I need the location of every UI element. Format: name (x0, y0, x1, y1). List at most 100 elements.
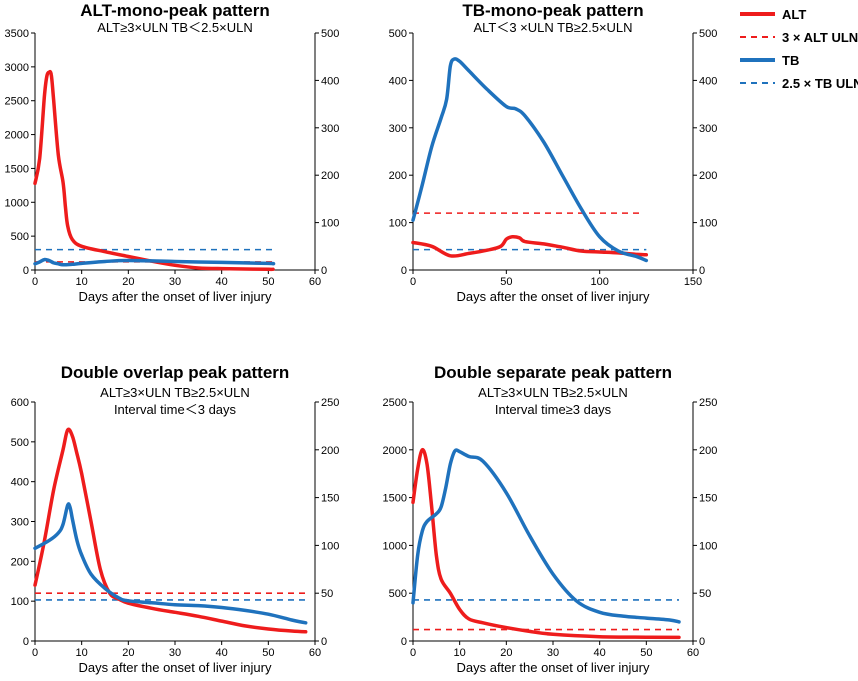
y-right-tick-label: 0 (321, 265, 327, 277)
y-left-tick-label: 1500 (383, 493, 407, 505)
x-tick-label: 50 (500, 276, 512, 288)
legend-item-tb: TB (740, 53, 799, 68)
panel-subtitle: ALT≥3×ULN TB≥2.5×ULN (100, 385, 250, 400)
legend-label-alt-uln: 3 × ALT ULN (782, 30, 858, 45)
x-axis-label: Days after the onset of liver injury (79, 660, 272, 675)
x-tick-label: 50 (262, 276, 274, 288)
y-right-tick-label: 500 (699, 28, 717, 40)
y-left-tick-label: 400 (11, 477, 29, 489)
y-left-tick-label: 2000 (383, 445, 407, 457)
legend-label-tb: TB (782, 53, 799, 68)
y-right-tick-label: 250 (699, 397, 717, 409)
panel-double-separate-peak: Double separate peak pattern ALT≥3×ULN T… (383, 363, 718, 675)
y-right-tick-label: 100 (321, 218, 339, 230)
y-left-tick-label: 1000 (383, 540, 407, 552)
y-left-tick-label: 100 (389, 218, 407, 230)
y-left-tick-label: 2500 (383, 397, 407, 409)
x-tick-label: 150 (684, 276, 702, 288)
series-alt-line (411, 235, 649, 258)
y-right-tick-label: 300 (321, 123, 339, 135)
y-right-tick-label: 50 (321, 588, 333, 600)
y-left-tick-label: 2000 (5, 130, 29, 142)
panel-subtitle: ALT≥3×ULN TB＜2.5×ULN (97, 20, 253, 35)
x-tick-label: 30 (169, 647, 181, 659)
y-right-tick-label: 0 (699, 265, 705, 277)
y-left-tick-label: 300 (389, 123, 407, 135)
y-left-tick-label: 600 (11, 397, 29, 409)
x-tick-label: 100 (590, 276, 608, 288)
x-tick-label: 20 (500, 647, 512, 659)
x-tick-label: 0 (32, 647, 38, 659)
legend: ALT 3 × ALT ULN TB 2.5 × TB ULN (740, 7, 858, 91)
y-right-tick-label: 400 (699, 75, 717, 87)
y-left-tick-label: 400 (389, 75, 407, 87)
panel-subtitle-2: Interval time＜3 days (114, 402, 237, 417)
x-tick-label: 0 (410, 276, 416, 288)
x-tick-label: 40 (216, 276, 228, 288)
series-tb-line (33, 257, 276, 267)
panel-subtitle: ALT≥3×ULN TB≥2.5×ULN (478, 385, 628, 400)
legend-item-tb-uln: 2.5 × TB ULN (740, 76, 858, 91)
x-tick-label: 60 (309, 647, 321, 659)
panel-title: Double separate peak pattern (434, 363, 672, 382)
y-right-tick-label: 200 (699, 445, 717, 457)
y-right-tick-label: 250 (321, 397, 339, 409)
y-right-tick-label: 150 (699, 493, 717, 505)
x-tick-label: 20 (122, 276, 134, 288)
x-tick-label: 10 (76, 276, 88, 288)
y-right-tick-label: 0 (699, 636, 705, 648)
legend-item-alt-uln: 3 × ALT ULN (740, 30, 858, 45)
x-tick-label: 40 (594, 647, 606, 659)
y-right-tick-label: 100 (699, 218, 717, 230)
y-left-tick-label: 500 (11, 231, 29, 243)
y-right-tick-label: 200 (321, 445, 339, 457)
x-tick-label: 60 (687, 647, 699, 659)
panel-title: ALT-mono-peak pattern (80, 1, 270, 20)
series-alt-line (33, 69, 275, 272)
y-left-tick-label: 100 (11, 596, 29, 608)
y-right-tick-label: 200 (699, 170, 717, 182)
legend-label-alt: ALT (782, 7, 806, 22)
panel-subtitle-2: Interval time≥3 days (495, 402, 612, 417)
y-left-tick-label: 0 (401, 265, 407, 277)
panel-title: TB-mono-peak pattern (462, 1, 643, 20)
y-left-tick-label: 300 (11, 517, 29, 529)
y-left-tick-label: 3000 (5, 62, 29, 74)
x-tick-label: 40 (216, 647, 228, 659)
y-right-tick-label: 100 (699, 540, 717, 552)
y-left-tick-label: 200 (11, 556, 29, 568)
panel-double-overlap-peak: Double overlap peak pattern ALT≥3×ULN TB… (11, 363, 340, 675)
y-left-tick-label: 1000 (5, 197, 29, 209)
y-left-tick-label: 0 (23, 636, 29, 648)
panel-subtitle: ALT＜3 ×ULN TB≥2.5×ULN (473, 20, 632, 35)
y-left-tick-label: 500 (389, 28, 407, 40)
y-right-tick-label: 500 (321, 28, 339, 40)
legend-label-tb-uln: 2.5 × TB ULN (782, 76, 858, 91)
x-tick-label: 10 (76, 647, 88, 659)
y-right-tick-label: 300 (699, 123, 717, 135)
panel-alt-mono-peak: ALT-mono-peak pattern ALT≥3×ULN TB＜2.5×U… (5, 1, 340, 304)
y-left-tick-label: 500 (11, 437, 29, 449)
x-axis-label: Days after the onset of liver injury (457, 660, 650, 675)
series-alt-line (411, 448, 681, 640)
x-tick-label: 20 (122, 647, 134, 659)
y-left-tick-label: 200 (389, 170, 407, 182)
y-right-tick-label: 150 (321, 493, 339, 505)
x-tick-label: 30 (547, 647, 559, 659)
x-tick-label: 30 (169, 276, 181, 288)
x-tick-label: 10 (454, 647, 466, 659)
y-left-tick-label: 2500 (5, 96, 29, 108)
x-tick-label: 60 (309, 276, 321, 288)
x-axis-label: Days after the onset of liver injury (457, 289, 650, 304)
series-tb-line (411, 448, 681, 624)
y-right-tick-label: 200 (321, 170, 339, 182)
x-tick-label: 50 (640, 647, 652, 659)
y-right-tick-label: 100 (321, 540, 339, 552)
y-right-tick-label: 50 (699, 588, 711, 600)
x-tick-label: 0 (410, 647, 416, 659)
x-tick-label: 50 (262, 647, 274, 659)
series-tb-line (33, 502, 308, 625)
y-left-tick-label: 3500 (5, 28, 29, 40)
panel-tb-mono-peak: TB-mono-peak pattern ALT＜3 ×ULN TB≥2.5×U… (389, 1, 718, 304)
